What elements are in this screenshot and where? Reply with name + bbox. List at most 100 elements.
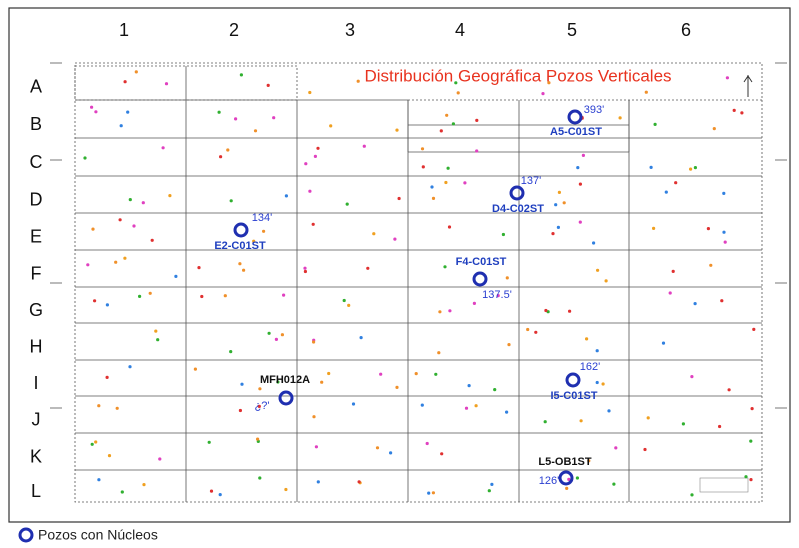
well-dot — [722, 230, 726, 234]
legend-symbol — [18, 527, 34, 543]
well-dot — [592, 241, 596, 245]
column-label: 5 — [567, 20, 577, 40]
well-dot — [740, 111, 744, 115]
legend-label: Pozos con Núcleos — [38, 527, 158, 543]
map-title: Distribución Geográfica Pozos Verticales — [364, 66, 671, 85]
well-dot — [420, 403, 424, 407]
well-dot — [168, 194, 172, 198]
well-dot — [443, 265, 447, 269]
well-dot — [649, 165, 653, 169]
well-name: A5-C01ST — [550, 126, 602, 138]
well-dot — [397, 196, 401, 201]
well-dot — [448, 309, 452, 313]
well-depth: 134' — [252, 212, 272, 224]
well-dot — [671, 269, 675, 273]
well-dot — [158, 457, 162, 461]
well-name: D4-C02ST — [492, 203, 544, 215]
well-dot — [256, 437, 260, 441]
map-border — [74, 62, 763, 503]
well-dot — [252, 239, 256, 243]
well-dot — [134, 70, 138, 74]
well-dot — [463, 181, 467, 185]
row-label: J — [32, 409, 41, 429]
well-dot — [475, 118, 479, 122]
well-dot — [585, 337, 589, 341]
well-dot — [565, 486, 569, 490]
well-name: I5-C01ST — [550, 390, 597, 402]
well-dot — [141, 201, 145, 205]
well-dot — [86, 263, 90, 267]
well-dot — [94, 440, 98, 444]
well-dot — [197, 266, 201, 270]
well-dot — [505, 276, 509, 280]
cored-well — [278, 390, 294, 406]
well-dot — [123, 80, 127, 84]
well-dot — [105, 303, 109, 307]
well-name: F4-C01ST — [456, 256, 507, 268]
well-dot — [193, 367, 197, 371]
cored-well — [509, 185, 525, 201]
well-dot — [732, 108, 736, 112]
well-dot — [690, 375, 694, 379]
well-dot — [727, 388, 731, 392]
well-dot — [567, 477, 571, 481]
well-dot — [467, 384, 471, 388]
well-dot — [749, 439, 753, 443]
well-dot — [114, 260, 118, 264]
well-dot — [311, 222, 315, 226]
frame — [8, 7, 791, 523]
well-dot — [207, 440, 211, 444]
well-dot — [752, 327, 756, 331]
well-dot — [320, 380, 324, 384]
well-dot — [579, 419, 583, 423]
row-label: G — [29, 300, 43, 320]
well-dot — [93, 299, 97, 303]
well-dot — [652, 226, 656, 230]
well-dot — [97, 478, 101, 482]
well-dot — [316, 146, 320, 150]
well-dot — [267, 331, 271, 335]
well-dot — [456, 91, 460, 95]
well-dot — [604, 279, 608, 283]
well-dot — [266, 83, 270, 87]
well-dot — [607, 409, 611, 413]
well-dot — [496, 294, 500, 298]
well-name: E2-C01ST — [214, 240, 266, 252]
well-dot — [200, 294, 204, 299]
well-dot — [725, 76, 730, 80]
well-dot — [575, 476, 580, 480]
well-dot — [425, 441, 429, 446]
well-dot — [430, 185, 434, 189]
well-dot — [431, 196, 436, 200]
well-dot — [437, 351, 441, 355]
well-dot — [576, 166, 580, 170]
well-dot — [272, 116, 276, 120]
row-label: I — [33, 373, 38, 393]
well-depth: ¿?' — [255, 400, 270, 412]
well-dot — [223, 294, 227, 298]
well-dot — [556, 225, 561, 229]
well-dot — [105, 375, 109, 379]
well-dot — [596, 268, 600, 272]
well-dot — [218, 493, 222, 497]
well-name: MFH012A — [260, 374, 310, 386]
well-dot — [534, 330, 538, 334]
well-dot — [258, 476, 262, 480]
well-dot — [414, 372, 418, 376]
row-label: E — [30, 226, 42, 246]
well-dot — [612, 482, 616, 486]
well-dot — [262, 229, 266, 233]
well-dot — [472, 301, 476, 305]
column-label: 2 — [229, 20, 239, 40]
well-dot — [668, 291, 672, 295]
well-dot — [587, 459, 591, 463]
well-dot — [312, 340, 316, 344]
row-label: C — [30, 152, 43, 172]
well-dot — [238, 408, 242, 413]
well-dot — [234, 117, 238, 121]
well-dot — [276, 380, 280, 384]
well-dot — [174, 274, 178, 278]
well-dot — [304, 162, 308, 166]
well-dot — [601, 382, 605, 386]
